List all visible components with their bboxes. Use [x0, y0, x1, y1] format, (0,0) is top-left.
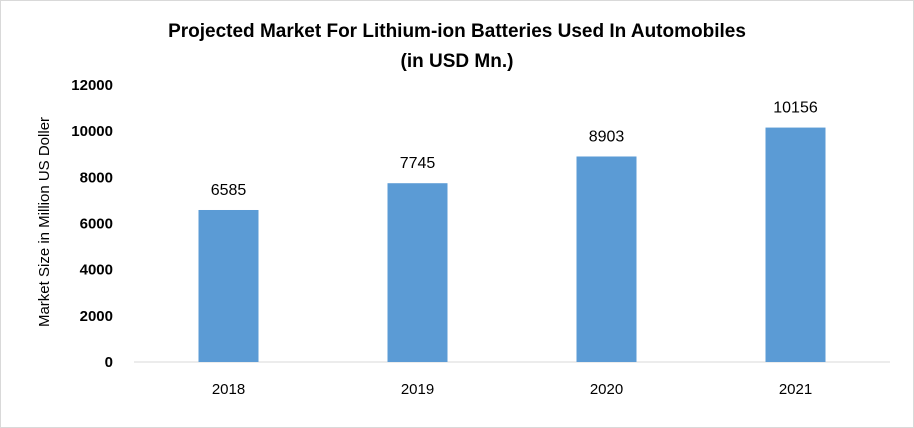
x-tick-label-2021: 2021 — [779, 381, 812, 398]
x-tick-label-2020: 2020 — [590, 381, 623, 398]
y-tick-label: 10000 — [71, 123, 113, 140]
y-tick-label: 0 — [105, 354, 113, 371]
x-axis-ticks: 2018 2019 2020 2021 — [212, 381, 812, 398]
y-tick-label: 2000 — [80, 308, 113, 325]
data-label-2019: 7745 — [400, 155, 436, 172]
x-tick-label-2018: 2018 — [212, 381, 245, 398]
x-tick-label-2019: 2019 — [401, 381, 434, 398]
chart-subtitle: (in USD Mn.) — [400, 51, 514, 72]
bar-2020 — [576, 156, 637, 362]
y-tick-label: 8000 — [80, 169, 113, 186]
y-axis-ticks: 0 2000 4000 6000 8000 10000 12000 — [71, 77, 113, 371]
data-label-2018: 6585 — [211, 182, 247, 199]
chart-title: Projected Market For Lithium-ion Batteri… — [168, 21, 746, 42]
data-label-2021: 10156 — [773, 100, 818, 117]
y-tick-label: 12000 — [71, 77, 113, 94]
y-tick-label: 6000 — [80, 216, 113, 233]
y-axis-label: Market Size in Million US Doller — [36, 117, 53, 327]
bar-2021 — [765, 127, 826, 362]
bar-2019 — [387, 183, 448, 362]
bars: 6585 7745 8903 10156 — [198, 100, 826, 362]
y-tick-label: 4000 — [80, 262, 113, 279]
bar-2018 — [198, 209, 259, 362]
data-label-2020: 8903 — [589, 128, 625, 145]
